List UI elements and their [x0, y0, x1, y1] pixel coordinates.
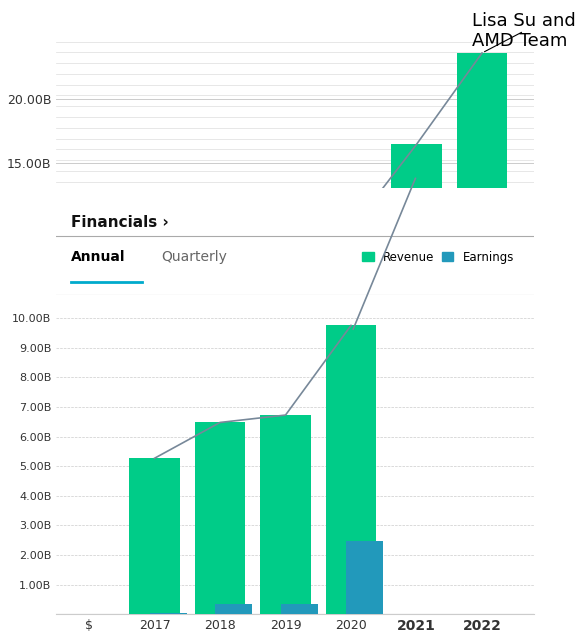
- Text: Lisa Su and
AMD Team: Lisa Su and AMD Team: [472, 12, 576, 52]
- Bar: [391, 145, 442, 354]
- Bar: [457, 53, 507, 354]
- Legend: Revenue, Earnings: Revenue, Earnings: [357, 246, 519, 269]
- Bar: [260, 415, 311, 614]
- Bar: [216, 604, 252, 614]
- Text: Annual: Annual: [71, 250, 125, 264]
- Bar: [130, 458, 180, 614]
- Bar: [150, 613, 186, 614]
- Bar: [326, 325, 376, 614]
- Text: Financials ›: Financials ›: [71, 215, 168, 230]
- Bar: [281, 604, 318, 614]
- Bar: [346, 541, 383, 614]
- Bar: [195, 422, 246, 614]
- Text: Quarterly: Quarterly: [162, 250, 227, 264]
